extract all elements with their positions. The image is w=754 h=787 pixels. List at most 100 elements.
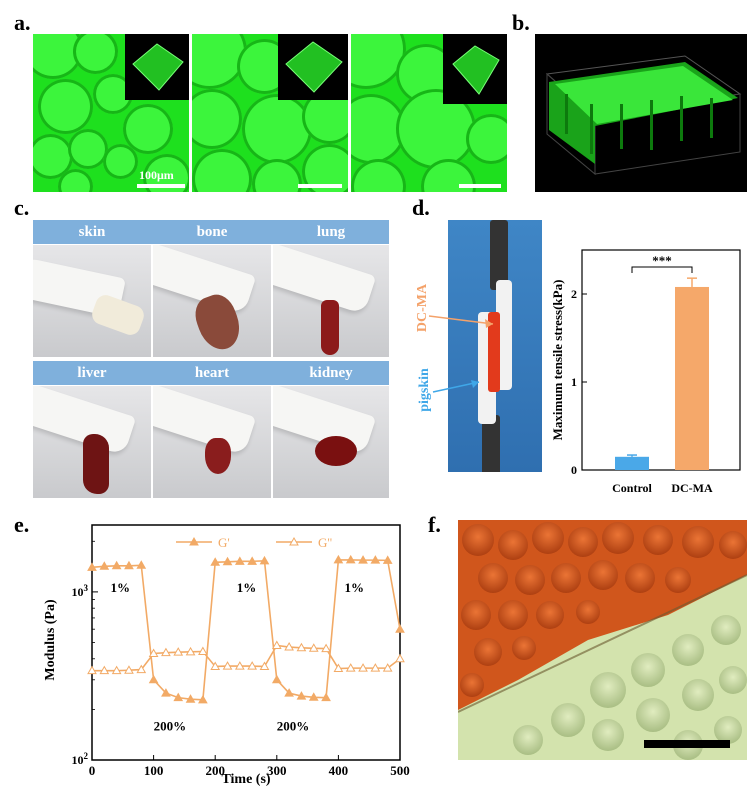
micrograph-3d-inset xyxy=(278,34,348,100)
bar-category-label: DC-MA xyxy=(671,481,713,495)
series-marker xyxy=(271,674,282,684)
series-marker xyxy=(222,556,233,566)
annotation-strain: 1% xyxy=(237,580,257,595)
panel-label-b: b. xyxy=(512,10,530,35)
micrograph-3d-inset xyxy=(125,34,189,100)
series-marker xyxy=(308,692,319,701)
series-marker xyxy=(210,661,221,670)
series-marker xyxy=(370,663,381,672)
tensile-stress-bar-chart: Maximum tensile stress(kPa) 0 1 2 Control D… xyxy=(552,249,741,495)
organ-photo-skin xyxy=(33,245,151,357)
organ-label-heart: heart xyxy=(194,365,230,381)
line-xtick-label: 400 xyxy=(329,763,349,778)
line-xtick-label: 200 xyxy=(205,763,225,778)
bar-category-label: Control xyxy=(612,481,652,495)
series-marker xyxy=(87,562,97,571)
line-ytick-label: 102 xyxy=(72,751,89,767)
series-marker xyxy=(161,688,171,697)
significance-label: *** xyxy=(652,253,672,268)
series-marker xyxy=(136,560,147,569)
confocal-3d-render xyxy=(535,34,747,192)
series-marker xyxy=(111,560,122,570)
series-marker xyxy=(124,560,134,570)
series-marker xyxy=(259,555,270,565)
series-marker xyxy=(358,663,368,672)
bar-chart-ylabel: Maximum tensile stress(kPa) xyxy=(552,280,565,441)
annotation-strain: 200% xyxy=(277,718,310,733)
micrograph-3 xyxy=(351,34,507,192)
scale-bar xyxy=(137,184,185,188)
organ-photo-lung xyxy=(273,245,389,357)
organ-label-liver: liver xyxy=(77,365,107,381)
annotation-strain: 200% xyxy=(154,718,187,733)
annotation-strain: 1% xyxy=(345,580,365,595)
organ-label-skin: skin xyxy=(78,224,106,240)
series-marker xyxy=(148,648,159,658)
organ-header-bottom xyxy=(33,361,389,385)
series-marker xyxy=(382,663,393,672)
bar-ytick-label: 0 xyxy=(571,463,577,477)
modulus-line-chart: Modulus (Pa) Time (s) 0 100 200 300 400 500 10… xyxy=(43,524,410,786)
series-marker xyxy=(173,692,184,702)
organ-photo-liver xyxy=(33,386,151,498)
photo-annotation-arrows xyxy=(428,315,494,393)
series-marker xyxy=(87,665,97,675)
organ-photo-kidney xyxy=(273,386,389,498)
series-marker xyxy=(198,694,208,704)
series-marker xyxy=(99,665,110,675)
line-xtick-label: 500 xyxy=(390,763,410,778)
series-marker xyxy=(321,692,331,702)
legend-marker xyxy=(189,536,199,546)
series-marker xyxy=(185,694,196,703)
series-marker xyxy=(333,663,344,673)
legend-label: G'' xyxy=(318,535,332,550)
series-marker xyxy=(370,555,381,564)
legend-marker xyxy=(289,536,299,546)
series-marker xyxy=(173,647,184,656)
organ-photo-bone xyxy=(153,245,271,357)
series-line-g-double-prime xyxy=(92,644,401,672)
series-marker xyxy=(296,691,307,700)
series-marker xyxy=(124,665,134,674)
label-dc-ma: DC-MA xyxy=(415,283,430,333)
series-marker xyxy=(161,647,171,657)
line-ytick-label: 103 xyxy=(72,583,89,599)
scale-bar xyxy=(459,184,501,188)
micrograph-scale-bar xyxy=(644,740,730,748)
series-marker xyxy=(284,688,294,697)
series-marker xyxy=(358,555,368,564)
series-marker xyxy=(234,556,245,565)
series-marker xyxy=(296,642,307,652)
line-xtick-label: 0 xyxy=(89,763,96,778)
series-marker xyxy=(395,653,405,663)
line-xtick-label: 100 xyxy=(144,763,164,778)
series-marker xyxy=(382,555,393,564)
series-marker xyxy=(395,624,405,633)
series-marker xyxy=(111,665,122,675)
line-chart-xlabel: Time (s) xyxy=(221,772,270,786)
series-marker xyxy=(247,556,258,565)
legend-label: G' xyxy=(218,535,230,550)
micrograph-2 xyxy=(192,34,348,192)
panel-label-d: d. xyxy=(412,195,430,220)
optical-micrograph xyxy=(458,520,747,760)
scale-bar xyxy=(298,184,342,188)
bar-ytick-label: 1 xyxy=(571,375,577,389)
series-marker xyxy=(271,640,282,649)
series-marker xyxy=(308,643,319,652)
series-marker xyxy=(284,642,294,651)
bar-control xyxy=(615,456,649,470)
scale-bar-label: 100μm xyxy=(139,168,174,182)
series-marker xyxy=(321,643,331,653)
series-marker xyxy=(148,674,159,684)
organ-label-kidney: kidney xyxy=(309,365,353,381)
label-pigskin: pigskin xyxy=(417,368,432,412)
bar-chart-frame xyxy=(581,249,741,471)
series-marker xyxy=(99,561,110,570)
series-marker xyxy=(136,664,147,674)
series-marker xyxy=(259,661,270,670)
significance-bracket xyxy=(631,266,693,273)
panel-label-e: e. xyxy=(14,512,30,537)
micrograph-3d-inset xyxy=(443,34,507,104)
panel-label-a: a. xyxy=(14,10,31,35)
